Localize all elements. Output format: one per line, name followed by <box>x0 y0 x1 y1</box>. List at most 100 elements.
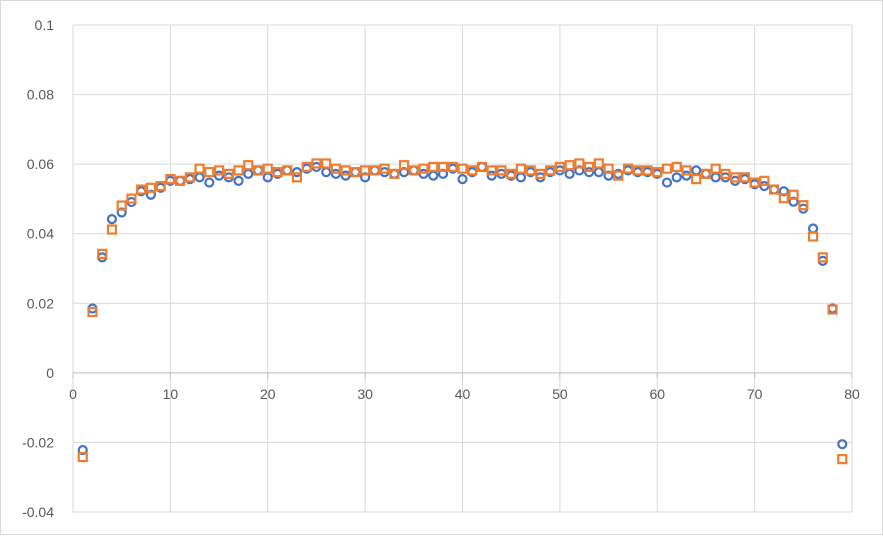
x-tick-label: 30 <box>357 386 373 402</box>
square-point <box>632 165 643 176</box>
square-point <box>87 306 98 318</box>
circle-point <box>213 170 225 181</box>
square-point <box>437 161 449 173</box>
square-point <box>730 172 741 183</box>
circle-point <box>330 168 342 179</box>
square-point <box>496 165 507 176</box>
circle-point <box>661 177 673 188</box>
x-tick-label: 60 <box>649 386 665 402</box>
circle-point <box>428 170 439 181</box>
square-point <box>681 165 692 176</box>
square-point <box>837 454 848 465</box>
square-point <box>204 167 215 178</box>
square-point <box>428 161 439 173</box>
y-tick-label: 0.1 <box>35 17 55 33</box>
circle-point <box>457 174 468 185</box>
circle-point <box>408 165 419 176</box>
square-point <box>768 184 780 195</box>
square-point <box>603 163 614 174</box>
circle-point <box>389 168 400 179</box>
square-point <box>408 165 419 176</box>
x-tick-label: 0 <box>69 386 77 402</box>
circle-point <box>252 165 264 176</box>
square-point <box>398 160 410 171</box>
series-2 <box>77 158 848 465</box>
square-point <box>340 165 351 176</box>
x-tick-label: 70 <box>747 386 763 402</box>
y-tick-label: 0 <box>46 365 54 381</box>
circle-point <box>564 168 575 179</box>
square-point <box>301 161 312 173</box>
square-point <box>535 168 546 179</box>
square-point <box>515 163 527 174</box>
data-series <box>77 158 848 465</box>
square-point <box>321 158 332 169</box>
square-point <box>184 172 195 183</box>
square-point <box>642 165 653 176</box>
square-point <box>554 161 565 173</box>
y-tick-label: -0.02 <box>22 434 54 450</box>
square-point <box>369 165 380 176</box>
square-point <box>700 168 712 179</box>
circle-point <box>486 170 497 181</box>
square-point <box>788 189 799 200</box>
circle-point <box>837 439 848 450</box>
square-point <box>739 172 750 183</box>
square-point <box>525 165 536 176</box>
square-point <box>77 451 88 463</box>
square-point <box>194 163 205 174</box>
circle-point <box>710 172 721 183</box>
square-point <box>447 161 458 173</box>
square-point <box>223 168 234 179</box>
square-point <box>418 163 429 174</box>
square-point <box>691 174 702 185</box>
x-tick-label: 50 <box>552 386 568 402</box>
circle-point <box>282 165 293 176</box>
square-point <box>778 193 789 204</box>
square-point <box>476 161 488 173</box>
square-point <box>749 177 760 188</box>
square-point <box>262 163 273 174</box>
circle-point <box>291 167 303 178</box>
square-point <box>671 161 682 173</box>
square-point <box>827 304 838 315</box>
square-point <box>622 163 634 174</box>
square-point <box>613 170 624 181</box>
square-point <box>136 184 147 195</box>
square-point <box>661 163 673 174</box>
circle-point <box>350 167 361 178</box>
circle-point <box>807 223 819 234</box>
square-point <box>360 165 371 176</box>
x-tick-label: 40 <box>455 386 471 402</box>
square-point <box>243 160 254 171</box>
tick-labels: 0 10 20 30 40 50 60 70 80 -0.04 -0.02 0 0.02 0.04 0.06… <box>22 17 860 520</box>
square-point <box>545 165 556 176</box>
x-tick-label: 20 <box>260 386 276 402</box>
square-point <box>350 167 361 178</box>
square-point <box>379 163 390 174</box>
square-point <box>155 180 166 192</box>
y-tick-label: 0.04 <box>27 226 54 242</box>
circle-point <box>583 167 595 178</box>
circle-point <box>175 175 186 186</box>
square-point <box>97 248 108 259</box>
square-point <box>311 158 322 169</box>
square-point <box>759 175 770 186</box>
circle-point <box>369 165 380 176</box>
square-point <box>817 252 828 263</box>
square-point <box>506 168 517 179</box>
square-point <box>213 165 225 176</box>
circle-point <box>233 175 244 186</box>
circle-point <box>671 172 682 183</box>
x-tick-label: 10 <box>163 386 179 402</box>
square-point <box>252 165 264 176</box>
square-point <box>564 160 575 171</box>
circle-point <box>340 170 351 181</box>
square-point <box>106 224 118 235</box>
circle-point <box>204 177 215 188</box>
circle-point <box>321 167 332 178</box>
circle-point <box>194 172 205 183</box>
square-point <box>165 174 176 185</box>
